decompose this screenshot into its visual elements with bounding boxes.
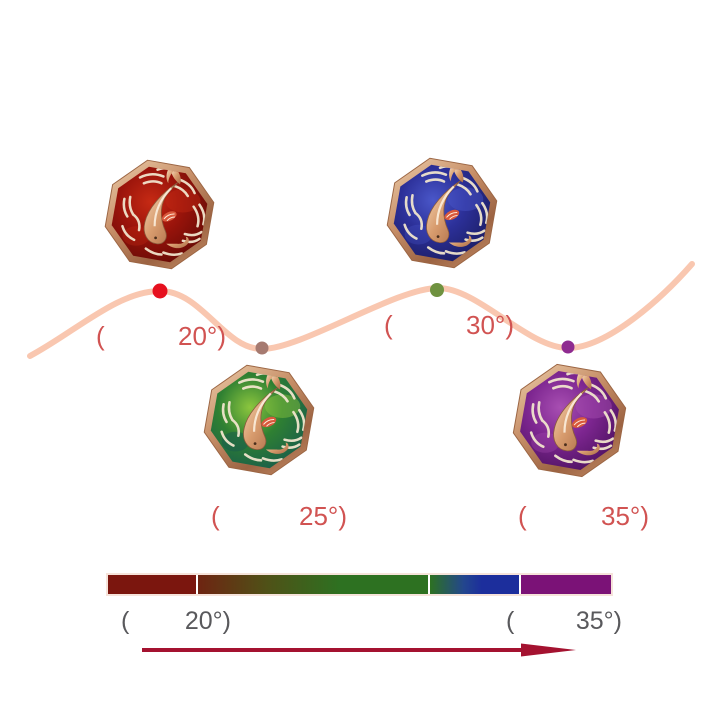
- label-value: 35°): [575, 607, 622, 635]
- label-value: 30°): [466, 310, 514, 340]
- label-paren: (: [518, 501, 527, 531]
- curve-dot-25-brown: [255, 341, 269, 355]
- curve-dot-30-green: [430, 283, 444, 297]
- label-paren: (: [211, 501, 220, 531]
- scale-label-20: ( 20°): [121, 608, 231, 635]
- label-paren: (: [506, 607, 515, 635]
- label-value: 20°): [178, 321, 226, 351]
- scale-segment-green-to-blue: [430, 575, 519, 594]
- curve-label-30: ( 30°): [384, 311, 514, 339]
- koi-pin-red: [101, 156, 218, 273]
- scale-label-35: ( 35°): [506, 608, 622, 635]
- label-paren: (: [96, 321, 105, 351]
- label-paren: (: [384, 310, 393, 340]
- curve-dot-20-red: [152, 283, 168, 299]
- koi-pin-purple: [509, 360, 630, 481]
- label-paren: (: [121, 607, 130, 635]
- label-value: 25°): [299, 501, 347, 531]
- arrow-head: [521, 643, 576, 657]
- temperature-curve: [27, 261, 695, 359]
- curve-label-25: ( 25°): [211, 502, 347, 530]
- curve-dot-35-purple: [561, 340, 575, 354]
- temperature-color-scale-bar: [106, 573, 613, 596]
- scale-segment-red: [108, 575, 196, 594]
- curve-label-35: ( 35°): [518, 502, 649, 530]
- scale-segment-red-to-green: [198, 575, 428, 594]
- scale-segment-purple: [521, 575, 611, 594]
- label-value: 20°): [184, 607, 231, 635]
- koi-pin-green: [200, 361, 318, 479]
- label-value: 35°): [601, 501, 649, 531]
- koi-pin-blue: [383, 154, 501, 272]
- curve-label-20: ( 20°): [96, 322, 226, 350]
